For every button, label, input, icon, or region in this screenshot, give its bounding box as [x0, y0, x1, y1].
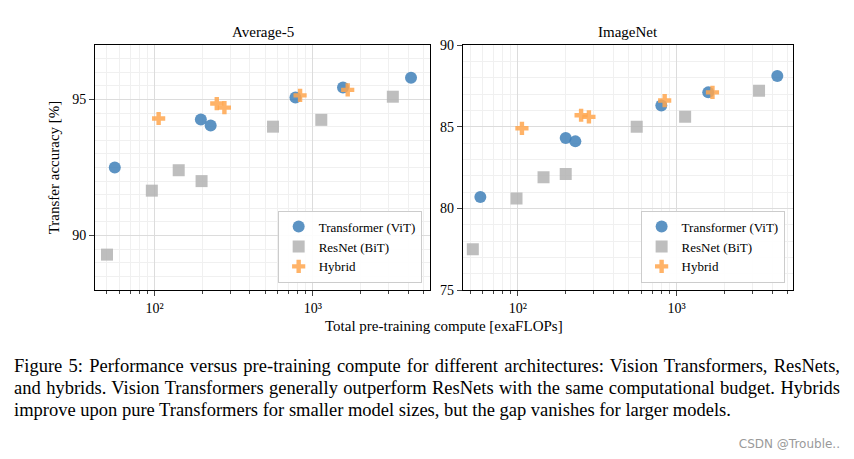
svg-text:ResNet (BiT): ResNet (BiT) — [682, 240, 752, 255]
svg-text:80: 80 — [440, 201, 454, 216]
svg-text:90: 90 — [440, 38, 454, 53]
svg-text:Hybrid: Hybrid — [682, 259, 719, 274]
svg-text:90: 90 — [72, 228, 86, 243]
svg-text:Total pre-training compute [ex: Total pre-training compute [exaFLOPs] — [325, 318, 563, 334]
svg-text:ImageNet: ImageNet — [598, 24, 658, 40]
svg-text:Hybrid: Hybrid — [319, 259, 356, 274]
svg-text:85: 85 — [440, 120, 454, 135]
svg-text:95: 95 — [72, 92, 86, 107]
svg-text:10²: 10² — [509, 301, 527, 316]
html-text:Figure 5: Performance versus p: Figure 5: Performance versus pre-trainin… — [14, 356, 840, 420]
svg-text:Average-5: Average-5 — [232, 24, 294, 40]
svg-text:ResNet (BiT): ResNet (BiT) — [319, 240, 389, 255]
svg-text:10³: 10³ — [668, 301, 686, 316]
svg-text:10²: 10² — [146, 301, 164, 316]
svg-text:10³: 10³ — [304, 301, 322, 316]
html-text:CSDN @Trouble..: CSDN @Trouble.. — [738, 437, 840, 451]
svg-text:Transformer (ViT): Transformer (ViT) — [319, 220, 416, 235]
svg-text:Transformer (ViT): Transformer (ViT) — [682, 220, 779, 235]
svg-text:75: 75 — [440, 283, 454, 298]
svg-text:Transfer accuracy [%]: Transfer accuracy [%] — [46, 101, 62, 235]
